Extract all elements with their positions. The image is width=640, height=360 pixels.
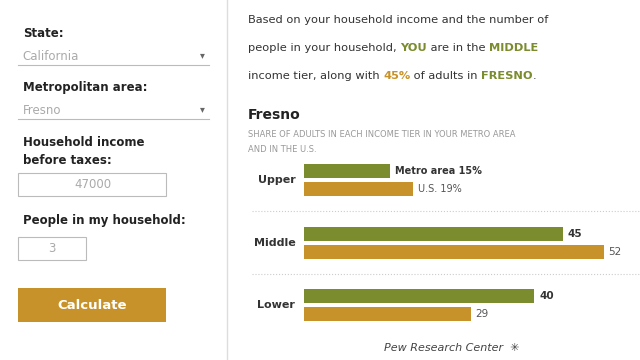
Bar	[304, 227, 563, 240]
Text: California: California	[23, 50, 79, 63]
Bar	[304, 289, 534, 303]
Text: Pew Research Center  ✳: Pew Research Center ✳	[384, 343, 520, 353]
Text: YOU: YOU	[400, 43, 427, 53]
Text: of adults in: of adults in	[410, 71, 481, 81]
Text: ▾: ▾	[200, 50, 205, 60]
Text: 29: 29	[476, 309, 489, 319]
FancyBboxPatch shape	[18, 237, 86, 260]
Text: U.S. 19%: U.S. 19%	[418, 184, 462, 194]
Text: Metropolitan area:: Metropolitan area:	[23, 81, 147, 94]
Text: 40: 40	[539, 291, 554, 301]
Text: .: .	[533, 71, 537, 81]
Text: Fresno: Fresno	[248, 108, 301, 122]
Text: 45%: 45%	[383, 71, 410, 81]
Text: Upper: Upper	[258, 175, 296, 185]
FancyBboxPatch shape	[18, 288, 166, 322]
Text: People in my household:: People in my household:	[23, 214, 186, 227]
Text: FRESNO: FRESNO	[481, 71, 533, 81]
Text: Middle: Middle	[253, 238, 296, 248]
Text: people in your household,: people in your household,	[248, 43, 400, 53]
Text: Calculate: Calculate	[57, 299, 127, 312]
Text: Lower: Lower	[257, 300, 296, 310]
Text: 52: 52	[608, 247, 621, 257]
Bar	[304, 183, 413, 196]
Bar	[304, 307, 471, 321]
Text: State:: State:	[23, 27, 63, 40]
Text: AND IN THE U.S.: AND IN THE U.S.	[248, 145, 316, 154]
Bar	[304, 165, 390, 178]
Text: 45: 45	[568, 229, 582, 239]
Text: ▾: ▾	[200, 104, 205, 114]
Text: 47000: 47000	[75, 178, 112, 191]
Text: Metro area 15%: Metro area 15%	[395, 166, 482, 176]
Text: Household income
before taxes:: Household income before taxes:	[23, 136, 144, 167]
Text: MIDDLE: MIDDLE	[489, 43, 538, 53]
Text: Based on your household income and the number of: Based on your household income and the n…	[248, 15, 548, 25]
FancyBboxPatch shape	[18, 173, 166, 196]
Text: Fresno: Fresno	[23, 104, 61, 117]
Text: 3: 3	[49, 242, 56, 255]
Text: income tier, along with: income tier, along with	[248, 71, 383, 81]
Text: SHARE OF ADULTS IN EACH INCOME TIER IN YOUR METRO AREA: SHARE OF ADULTS IN EACH INCOME TIER IN Y…	[248, 130, 515, 139]
Bar	[304, 245, 604, 258]
Text: are in the: are in the	[427, 43, 489, 53]
